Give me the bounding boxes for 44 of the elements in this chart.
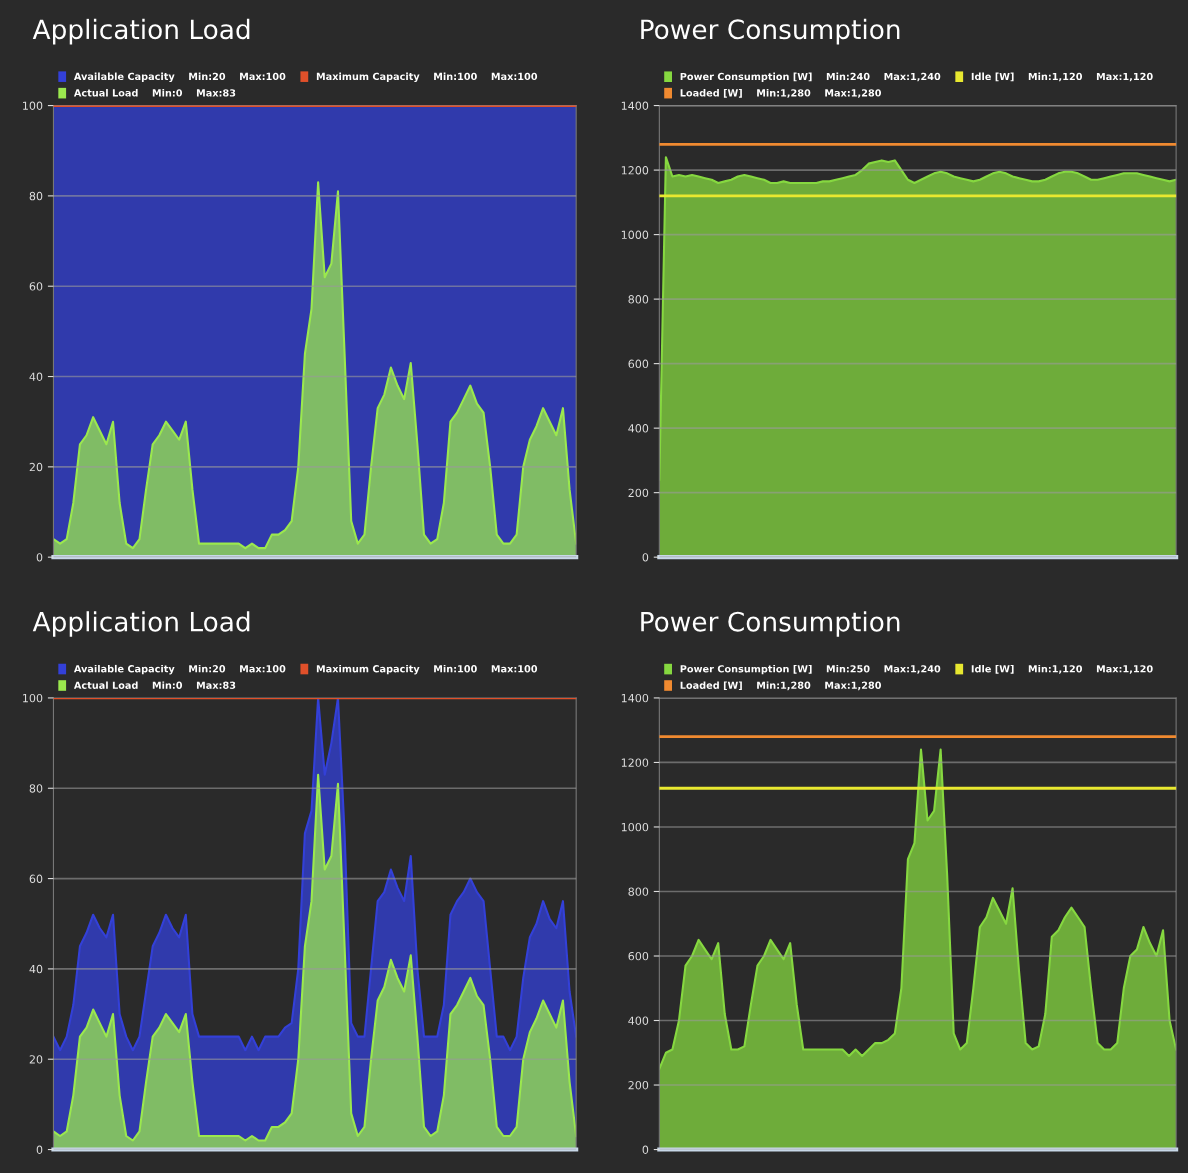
y-tick-label: 200 (628, 1081, 649, 1090)
legend-label: Available Capacity Min:20 Max:100 (73, 664, 286, 675)
legend-label: Power Consumption [W] Min:250 Max:1,240 (680, 664, 941, 675)
y-tick-label: 80 (29, 191, 43, 201)
y-tick-label: 800 (628, 295, 649, 304)
y-tick-label: 100 (23, 693, 43, 703)
legend-label: Idle [W] Min:1,120 Max:1,120 (971, 72, 1153, 82)
y-tick-label: 100 (23, 101, 43, 110)
y-tick-label: 80 (29, 784, 43, 793)
y-tick-label: 20 (29, 462, 43, 472)
legend-label: Maximum Capacity Min:100 Max:100 (316, 664, 538, 675)
y-tick-label: 800 (628, 887, 649, 896)
y-tick-label: 600 (628, 359, 649, 369)
legend-label: Loaded [W] Min:1,280 Max:1,280 (680, 681, 882, 691)
legend-label: Actual Load Min:0 Max:83 (73, 681, 236, 689)
legend-label: Idle [W] Min:1,120 Max:1,120 (971, 664, 1153, 674)
y-tick-label: 0 (36, 1145, 43, 1154)
y-tick-label: 200 (628, 488, 649, 498)
y-tick-label: 1200 (621, 758, 649, 767)
chart-title: Power Consumption (641, 18, 900, 45)
y-tick-label: 20 (29, 1055, 43, 1064)
y-tick-label: 40 (29, 964, 43, 974)
chart-title: Application Load (32, 611, 250, 637)
y-tick-label: 400 (628, 1016, 649, 1025)
y-tick-label: 1000 (621, 230, 649, 239)
legend-label: Available Capacity Min:20 Max:100 (73, 72, 286, 83)
y-tick-label: 400 (628, 424, 649, 433)
y-tick-label: 60 (29, 282, 43, 291)
y-tick-label: 1200 (621, 166, 649, 175)
y-tick-label: 0 (642, 553, 649, 562)
y-tick-label: 0 (642, 1145, 649, 1154)
chart-title: Power Consumption (641, 611, 900, 637)
y-tick-label: 60 (29, 874, 43, 883)
y-tick-label: 1000 (621, 822, 649, 832)
legend-label: Loaded [W] Min:1,280 Max:1,280 (680, 89, 882, 98)
y-tick-label: 1400 (621, 693, 649, 703)
y-tick-label: 600 (628, 951, 649, 961)
chart-title: Application Load (32, 18, 250, 45)
y-tick-label: 0 (36, 553, 43, 562)
y-tick-label: 40 (29, 372, 43, 381)
legend-label: Power Consumption [W] Min:240 Max:1,240 (680, 72, 941, 82)
legend-label: Actual Load Min:0 Max:83 (73, 89, 236, 97)
y-tick-label: 1400 (621, 101, 649, 110)
legend-label: Maximum Capacity Min:100 Max:100 (316, 72, 538, 83)
